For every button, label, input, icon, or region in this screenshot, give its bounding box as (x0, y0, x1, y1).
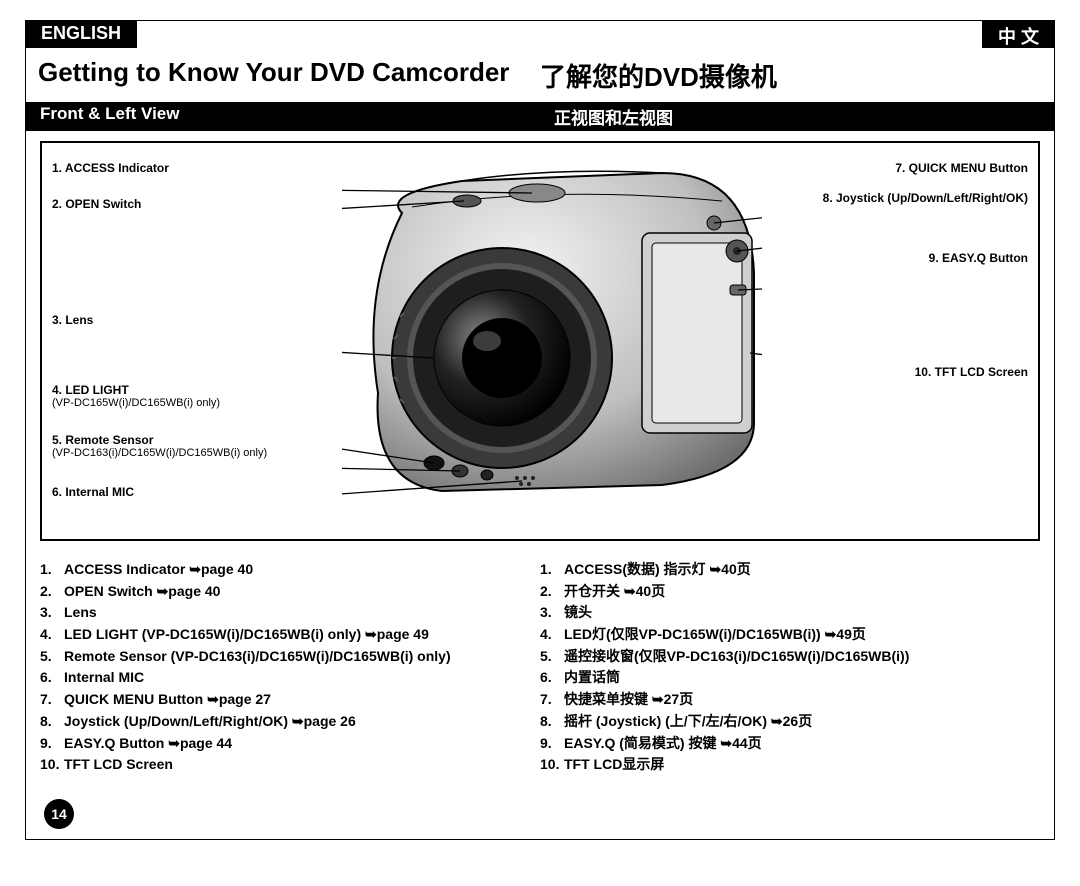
list-en-item-6: 6.Internal MIC (40, 667, 540, 689)
callout-easyq: 9. EASY.Q Button (929, 251, 1028, 265)
list-en-item-2: 2.OPEN Switch ➥page 40 (40, 581, 540, 603)
list-en-item-10: 10.TFT LCD Screen (40, 754, 540, 776)
list-en-item-4: 4.LED LIGHT (VP-DC165W(i)/DC165WB(i) onl… (40, 624, 540, 646)
subtitle-row: Front & Left View 正视图和左视图 (26, 102, 1054, 131)
list-en-item-7: 7.QUICK MENU Button ➥page 27 (40, 689, 540, 711)
list-en-item-5: 5.Remote Sensor (VP-DC163(i)/DC165W(i)/D… (40, 646, 540, 668)
list-cn-item-7: 7.快捷菜单按键 ➥27页 (540, 689, 1040, 711)
callout-led-light: 4. LED LIGHT (VP-DC165W(i)/DC165WB(i) on… (52, 383, 220, 411)
list-en-item-8: 8.Joystick (Up/Down/Left/Right/OK) ➥page… (40, 711, 540, 733)
callout-remote-sensor: 5. Remote Sensor (VP-DC163(i)/DC165W(i)/… (52, 433, 267, 461)
title-chinese: 了解您的DVD摄像机 (540, 57, 1042, 94)
list-cn-item-9: 9.EASY.Q (简易模式) 按键 ➥44页 (540, 733, 1040, 755)
list-cn-item-8: 8.摇杆 (Joystick) (上/下/左/右/OK) ➥26页 (540, 711, 1040, 733)
camcorder-illustration (342, 163, 762, 503)
callout-led-light-sub: (VP-DC165W(i)/DC165WB(i) only) (52, 397, 220, 410)
list-cn-item-1: 1.ACCESS(数据) 指示灯 ➥40页 (540, 559, 1040, 581)
list-cn-item-3: 3.镜头 (540, 602, 1040, 624)
list-en-item-3: 3.Lens (40, 602, 540, 624)
subtitle-english: Front & Left View (26, 102, 540, 131)
callout-led-light-label: 4. LED LIGHT (52, 383, 129, 397)
callout-quick-menu: 7. QUICK MENU Button (895, 161, 1028, 175)
list-english: 1.ACCESS Indicator ➥page 40 2.OPEN Switc… (40, 559, 540, 776)
callout-open-switch: 2. OPEN Switch (52, 197, 141, 211)
list-en-item-1: 1.ACCESS Indicator ➥page 40 (40, 559, 540, 581)
language-tabs: ENGLISH 中 文 (25, 20, 1055, 48)
lang-chinese-tab: 中 文 (982, 20, 1055, 48)
callout-remote-sensor-sub: (VP-DC163(i)/DC165W(i)/DC165WB(i) only) (52, 447, 267, 460)
list-en-item-9: 9.EASY.Q Button ➥page 44 (40, 733, 540, 755)
list-chinese: 1.ACCESS(数据) 指示灯 ➥40页 2.开仓开关 ➥40页 3.镜头 4… (540, 559, 1040, 776)
lang-english-tab: ENGLISH (25, 20, 137, 48)
callout-joystick: 8. Joystick (Up/Down/Left/Right/OK) (823, 191, 1028, 205)
page-number-badge: 14 (44, 799, 74, 829)
list-cn-item-4: 4.LED灯(仅限VP-DC165W(i)/DC165WB(i)) ➥49页 (540, 624, 1040, 646)
title-english: Getting to Know Your DVD Camcorder (38, 57, 540, 94)
manual-page: ENGLISH 中 文 Getting to Know Your DVD Cam… (25, 20, 1055, 840)
callout-lens: 3. Lens (52, 313, 93, 327)
callout-internal-mic: 6. Internal MIC (52, 485, 134, 499)
list-cn-item-10: 10.TFT LCD显示屏 (540, 754, 1040, 776)
callout-tft-lcd: 10. TFT LCD Screen (915, 365, 1028, 379)
subtitle-chinese: 正视图和左视图 (540, 102, 1054, 131)
list-cn-item-5: 5.遥控接收窗(仅限VP-DC163(i)/DC165W(i)/DC165WB(… (540, 646, 1040, 668)
title-row: Getting to Know Your DVD Camcorder 了解您的D… (26, 57, 1054, 94)
diagram-box: 1. ACCESS Indicator 2. OPEN Switch 3. Le… (40, 141, 1040, 541)
list-cn-item-6: 6.内置话筒 (540, 667, 1040, 689)
callout-access-indicator: 1. ACCESS Indicator (52, 161, 169, 175)
callout-remote-sensor-label: 5. Remote Sensor (52, 433, 153, 447)
list-cn-item-2: 2.开仓开关 ➥40页 (540, 581, 1040, 603)
lists-row: 1.ACCESS Indicator ➥page 40 2.OPEN Switc… (26, 549, 1054, 786)
